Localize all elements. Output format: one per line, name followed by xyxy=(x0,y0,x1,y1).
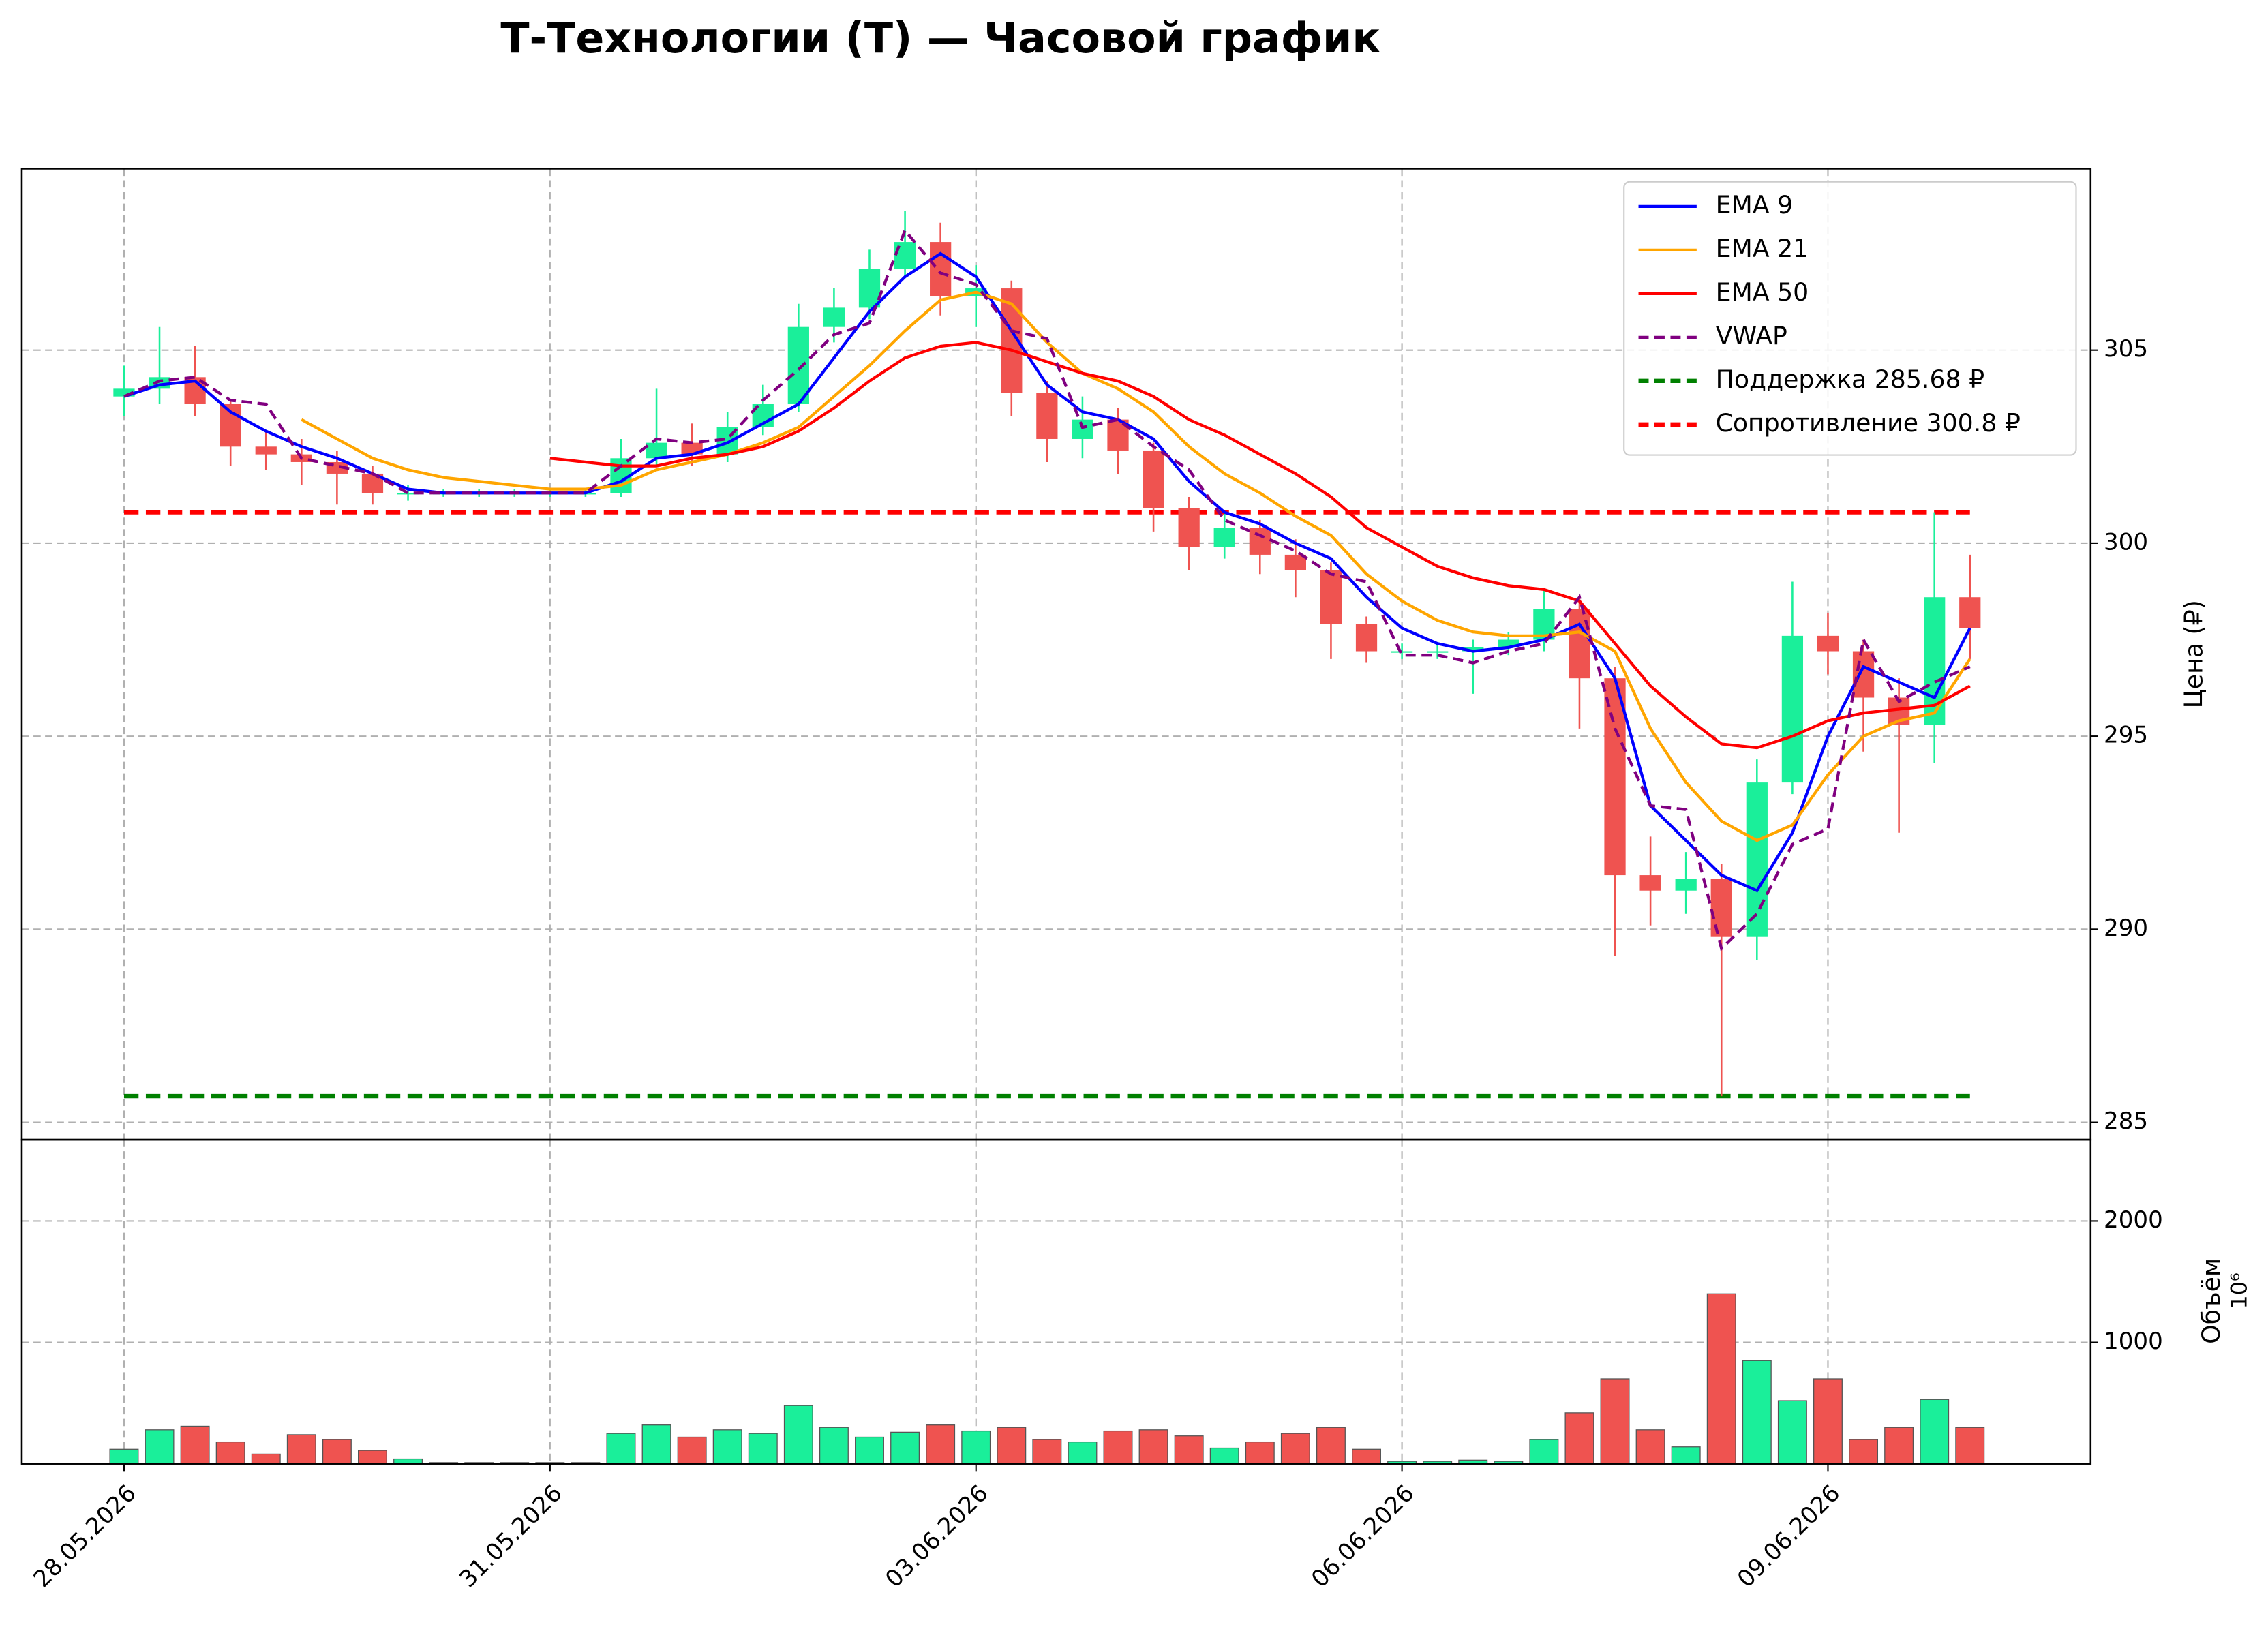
volume-bar xyxy=(890,1431,920,1465)
legend-label: EMA 50 xyxy=(1716,277,1809,307)
candle-body xyxy=(1320,570,1342,624)
candle-body xyxy=(930,242,952,296)
volume-bar xyxy=(1706,1293,1736,1465)
volume-bar xyxy=(1280,1433,1310,1465)
candle-body xyxy=(1427,651,1449,653)
candle-body xyxy=(1249,528,1271,555)
candle-body xyxy=(1498,639,1519,647)
volume-bar xyxy=(1564,1412,1594,1465)
candle-body xyxy=(1355,624,1378,652)
volume-bar xyxy=(1742,1360,1772,1465)
candle-body xyxy=(397,493,419,495)
candle-body xyxy=(787,326,809,404)
chart-title: Т-Технологии (Т) — Часовой график xyxy=(500,14,1380,63)
volume-tick-label: 1000 xyxy=(2104,1328,2163,1355)
volume-bar xyxy=(286,1434,316,1465)
volume-bar xyxy=(677,1436,707,1465)
candle-body xyxy=(1284,554,1306,570)
volume-axis-title: Объём xyxy=(2196,1258,2226,1344)
candle-body xyxy=(1781,635,1804,783)
volume-bar xyxy=(1777,1400,1807,1465)
volume-bar xyxy=(1813,1378,1843,1465)
volume-bar xyxy=(251,1453,281,1465)
volume-bar xyxy=(1849,1439,1879,1465)
volume-bar xyxy=(606,1433,636,1465)
volume-bar xyxy=(358,1450,387,1465)
volume-bar xyxy=(1103,1430,1133,1465)
candle-body xyxy=(1462,647,1484,652)
candle-body xyxy=(1143,450,1164,508)
y-tick-label: 295 xyxy=(2104,722,2148,749)
volume-bar xyxy=(819,1427,849,1465)
volume-bar xyxy=(712,1429,742,1465)
candle-body xyxy=(1959,597,1981,628)
candle-body xyxy=(1213,528,1235,547)
volume-bar xyxy=(1600,1378,1630,1465)
volume-bar xyxy=(145,1429,175,1465)
legend-label: EMA 21 xyxy=(1716,234,1809,263)
volume-bar xyxy=(1671,1446,1701,1465)
volume-bar xyxy=(1209,1447,1239,1465)
volume-bar xyxy=(1920,1399,1950,1465)
volume-bar xyxy=(641,1424,671,1465)
y-tick-label: 285 xyxy=(2104,1108,2148,1135)
volume-panel-frame xyxy=(20,1138,2092,1465)
volume-offset-label: 10⁶ xyxy=(2226,1272,2252,1309)
volume-bar xyxy=(1955,1427,1985,1465)
volume-bar xyxy=(1068,1441,1098,1465)
volume-bar xyxy=(1529,1439,1559,1465)
series-line xyxy=(123,227,1971,951)
candle-body xyxy=(1569,609,1590,679)
legend-label: Сопротивление 300.8 ₽ xyxy=(1716,408,2021,438)
volume-bar xyxy=(926,1424,956,1465)
candle-body xyxy=(1746,782,1768,937)
candle-body xyxy=(113,388,135,397)
candle-body xyxy=(1178,508,1200,547)
volume-bar xyxy=(855,1436,884,1465)
volume-bar xyxy=(1635,1429,1665,1465)
candle-body xyxy=(255,446,277,455)
legend-box xyxy=(1623,181,2077,456)
volume-bar xyxy=(748,1433,778,1465)
candle-body xyxy=(1710,879,1732,937)
y-tick-label: 300 xyxy=(2104,528,2148,555)
candle-body xyxy=(823,307,845,327)
candle-body xyxy=(1817,635,1839,652)
volume-bar xyxy=(180,1425,210,1465)
volume-bar xyxy=(997,1427,1027,1465)
candle-body xyxy=(1072,419,1093,439)
candle-body xyxy=(1852,651,1875,698)
series-line xyxy=(549,341,1971,750)
volume-bar xyxy=(1316,1427,1346,1465)
volume-bar xyxy=(1174,1435,1204,1465)
volume-bar xyxy=(215,1441,245,1465)
volume-bar xyxy=(783,1405,813,1465)
volume-bar xyxy=(322,1439,352,1465)
candle-body xyxy=(646,442,667,459)
legend-label: EMA 9 xyxy=(1716,190,1794,219)
y-tick-label: 305 xyxy=(2104,335,2148,363)
volume-bar xyxy=(1032,1439,1062,1465)
volume-bar xyxy=(961,1430,991,1465)
candle-body xyxy=(1639,875,1661,891)
candle-body xyxy=(1675,879,1697,891)
y-tick-label: 290 xyxy=(2104,915,2148,942)
candle-body xyxy=(1604,678,1626,876)
y-axis-title: Цена (₽) xyxy=(2179,600,2208,708)
candle-body xyxy=(858,269,881,308)
volume-tick-label: 2000 xyxy=(2104,1206,2163,1234)
candle-body xyxy=(1036,392,1058,439)
volume-bar xyxy=(1352,1448,1381,1465)
volume-bar xyxy=(1138,1429,1168,1465)
legend-label: VWAP xyxy=(1716,321,1787,350)
volume-bar xyxy=(109,1448,139,1465)
volume-bar xyxy=(1884,1427,1914,1465)
series-line xyxy=(301,290,1971,842)
legend-label: Поддержка 285.68 ₽ xyxy=(1716,365,1985,394)
volume-bar xyxy=(1245,1441,1275,1465)
